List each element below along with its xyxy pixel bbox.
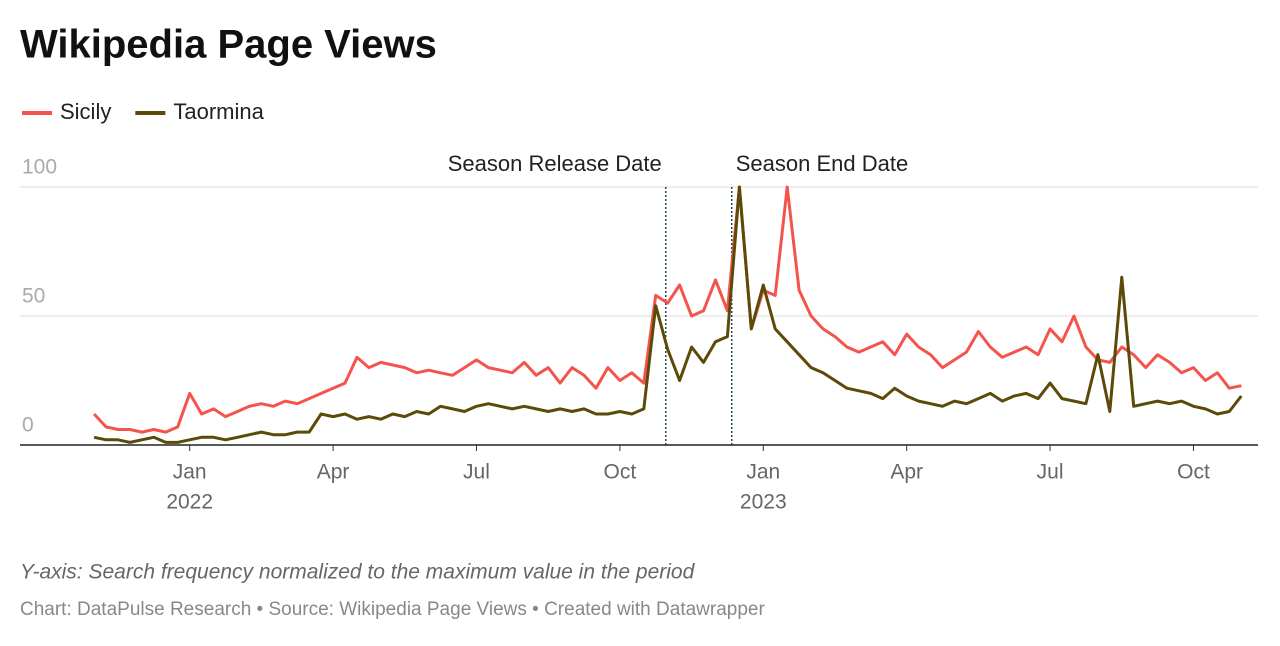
annotation-label: Season Release Date bbox=[448, 151, 662, 176]
legend-label: Taormina bbox=[173, 99, 264, 124]
x-tick-label: Apr bbox=[890, 461, 923, 484]
x-tick-label: Jan bbox=[173, 461, 207, 484]
annotation-label: Season End Date bbox=[736, 151, 908, 176]
y-tick-label: 50 bbox=[22, 285, 45, 308]
x-tick-label: Apr bbox=[317, 461, 350, 484]
y-tick-label: 100 bbox=[22, 156, 57, 179]
chart-title: Wikipedia Page Views bbox=[20, 23, 437, 67]
x-tick-label: Jan bbox=[746, 461, 780, 484]
legend-label: Sicily bbox=[60, 99, 111, 124]
note: Y-axis: Search frequency normalized to t… bbox=[20, 561, 696, 584]
x-year-label: 2023 bbox=[740, 491, 787, 514]
y-tick-label: 0 bbox=[22, 414, 34, 437]
x-year-label: 2022 bbox=[166, 491, 213, 514]
x-tick-label: Oct bbox=[604, 461, 637, 484]
series-line bbox=[92, 185, 1242, 434]
series-line bbox=[93, 185, 1243, 444]
x-tick-label: Jul bbox=[463, 461, 490, 484]
x-tick-label: Oct bbox=[1177, 461, 1210, 484]
credit: Chart: DataPulse Research • Source: Wiki… bbox=[20, 599, 765, 620]
x-tick-label: Jul bbox=[1037, 461, 1064, 484]
